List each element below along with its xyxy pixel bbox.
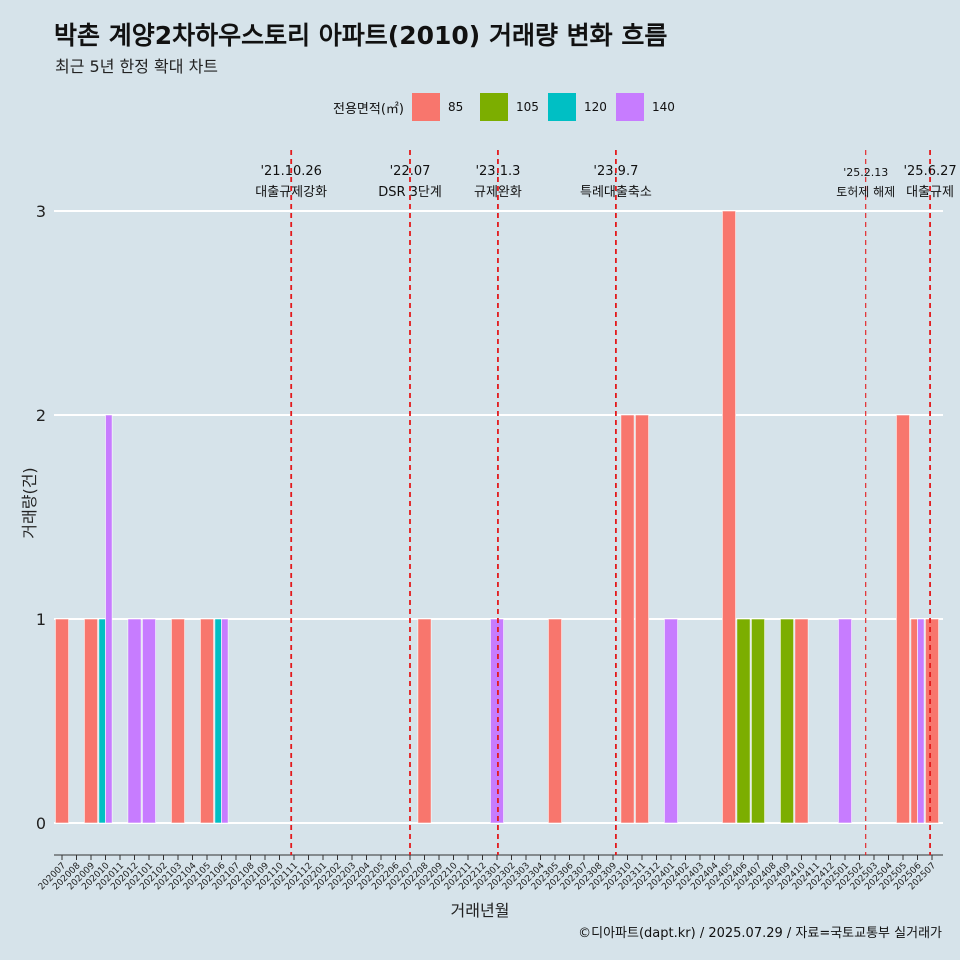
bar-140-202101 <box>142 618 156 824</box>
bar-105-202407 <box>751 618 765 824</box>
event-date-label: '23.1.3 <box>475 164 520 179</box>
bar-85-202507 <box>925 618 939 824</box>
bar-85-202311 <box>635 414 649 824</box>
bar-85-202405 <box>722 210 736 824</box>
bar-140-202501 <box>838 618 852 824</box>
y-tick-label: 0 <box>36 814 46 833</box>
bar-85-202505 <box>896 414 910 824</box>
bar-85-202103 <box>171 618 185 824</box>
event-name-label: 대출규제 <box>906 185 954 200</box>
bar-120-202106 <box>214 618 222 824</box>
event-date-label: '25.2.13 <box>843 166 888 179</box>
legend-item-120: 120 <box>547 93 610 121</box>
legend-swatch-105 <box>479 93 508 121</box>
y-tick-label: 1 <box>36 610 46 629</box>
legend-label-140: 140 <box>651 100 675 114</box>
event-date-label: '23.9.7 <box>593 164 638 179</box>
event-name-label: 특례대출축소 <box>580 185 652 200</box>
source-caption: ©디아파트(dapt.kr) / 2025.07.29 / 자료=국토교통부 실… <box>578 926 942 941</box>
bar-140-202012 <box>127 618 142 824</box>
legend-label-105: 105 <box>515 100 539 114</box>
y-tick-label: 3 <box>36 202 46 221</box>
event-name-label: 토허제 해제 <box>836 185 895 199</box>
bar-105-202406 <box>736 618 751 824</box>
event-date-label: '25.6.27 <box>903 164 956 179</box>
legend: 전용면적(㎡) 85 105 120 140 <box>333 93 684 121</box>
legend-item-105: 105 <box>479 93 542 121</box>
bar-140-202106 <box>221 618 229 824</box>
bar-105-202409 <box>780 618 794 824</box>
bar-85-202009 <box>84 618 98 824</box>
legend-title: 전용면적(㎡) <box>333 101 404 117</box>
event-date-label: '21.10.26 <box>260 164 321 179</box>
legend-label-85: 85 <box>447 100 464 114</box>
legend-swatch-120 <box>547 93 576 121</box>
bar-85-202305 <box>548 618 562 824</box>
bar-120-202010 <box>98 618 106 824</box>
y-axis-title: 거래량(건) <box>20 467 39 539</box>
bar-140-202401 <box>664 618 678 824</box>
bar-85-202506 <box>910 618 918 824</box>
event-name-label: 규제완화 <box>474 185 522 200</box>
bar-85-202007 <box>55 618 69 824</box>
chart-title: 박촌 계양2차하우스토리 아파트(2010) 거래량 변화 흐름 <box>54 21 668 50</box>
bar-140-202010 <box>105 414 113 824</box>
legend-swatch-140 <box>615 93 644 121</box>
event-name-label: DSR 3단계 <box>378 185 442 200</box>
legend-label-120: 120 <box>583 100 607 114</box>
y-tick-label: 2 <box>36 406 46 425</box>
legend-swatch-85 <box>411 93 440 121</box>
chart-subtitle: 최근 5년 한정 확대 차트 <box>55 57 219 76</box>
bar-85-202208 <box>417 618 432 824</box>
bar-85-202105 <box>200 618 214 824</box>
x-axis-title: 거래년월 <box>450 901 510 920</box>
bar-140-202506 <box>917 618 925 824</box>
bar-85-202410 <box>794 618 809 824</box>
bar-140-202301 <box>490 618 504 824</box>
legend-item-140: 140 <box>615 93 678 121</box>
bar-85-202310 <box>620 414 635 824</box>
event-name-label: 대출규제강화 <box>255 185 327 200</box>
event-date-label: '22.07 <box>390 164 431 179</box>
legend-item-85: 85 <box>411 93 474 121</box>
